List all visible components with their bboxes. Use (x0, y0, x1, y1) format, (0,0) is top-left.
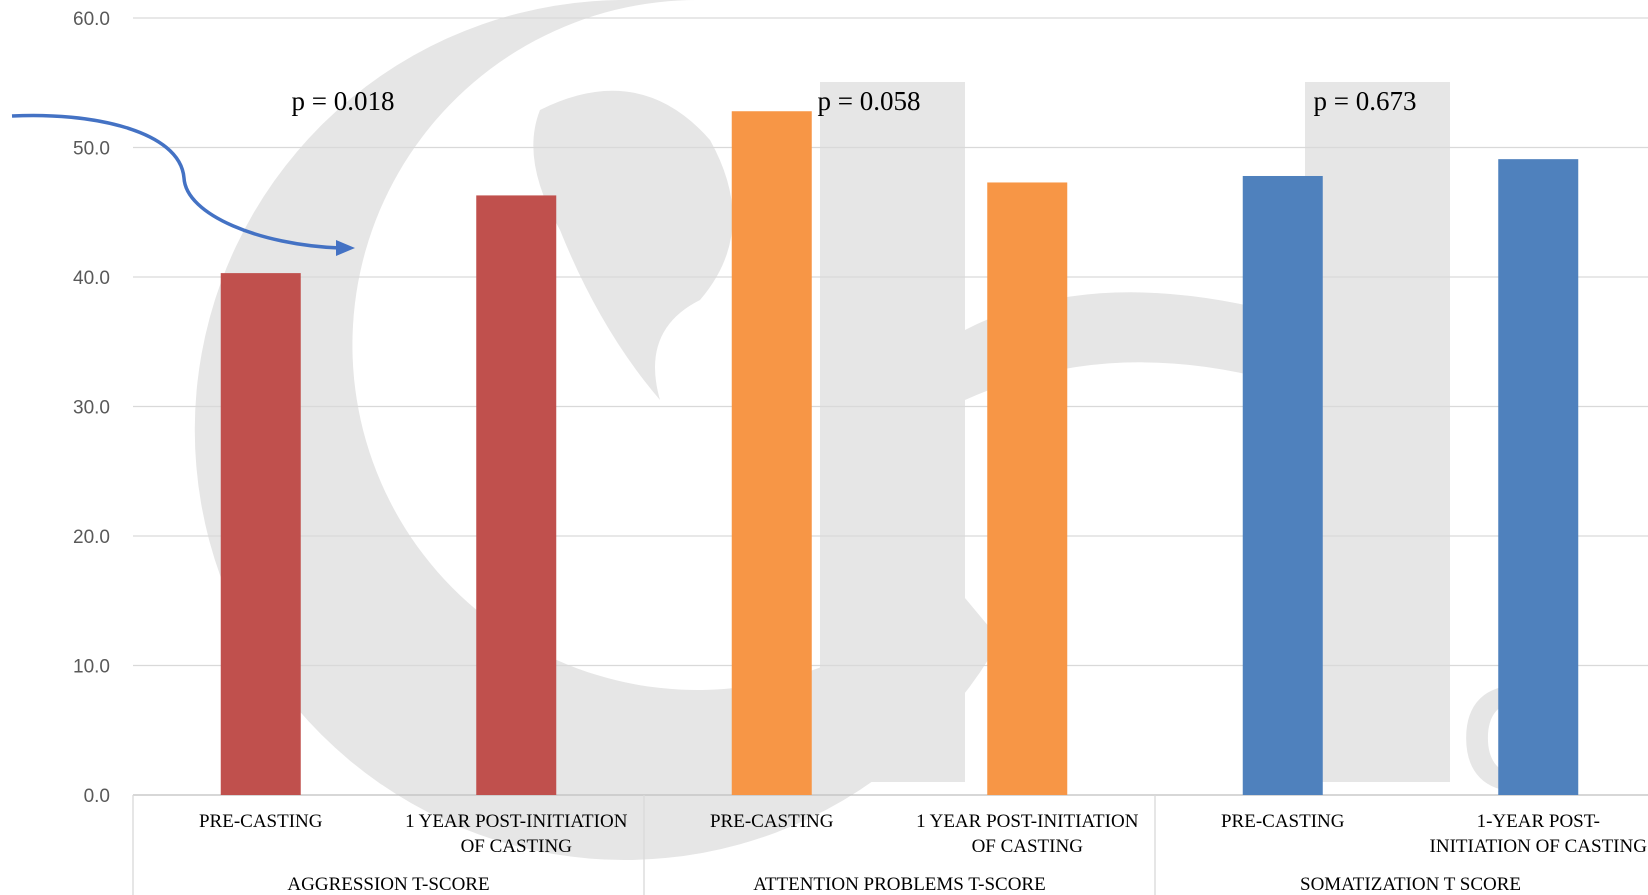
bar-1-1 (220, 273, 301, 795)
bar-labels: PRE-CASTING 1 YEAR POST-INITIATION OF CAST… (199, 811, 1647, 857)
watermark-logo: G (194, 0, 1577, 860)
category-axis-lines (132, 795, 1156, 895)
bar-category-label: 1 YEAR POST-INITIATION (405, 811, 628, 832)
group-labels: AGGRESSION T-SCORE ATTENTION PROBLEMS T-S… (287, 874, 1521, 895)
bar-3-2 (1498, 159, 1579, 795)
bar-2-2 (987, 182, 1068, 796)
y-tick-label: 50.0 (73, 139, 110, 160)
p-value-annotation: p = 0.018 (292, 86, 395, 116)
bar-category-label: INITIATION OF CASTING (1430, 836, 1648, 857)
y-tick-label: 30.0 (73, 398, 110, 419)
p-value-annotations: p = 0.018 p = 0.058 p = 0.673 (292, 86, 1417, 116)
bar-category-label: PRE-CASTING (710, 811, 834, 832)
bar-category-label: OF CASTING (972, 836, 1084, 857)
curved-arrow (11, 113, 355, 256)
bar-2-1 (731, 111, 812, 796)
bar-category-label: PRE-CASTING (199, 811, 323, 832)
gridlines (133, 17, 1648, 796)
y-tick-label: 40.0 (73, 268, 110, 289)
bar-1-2 (476, 195, 557, 796)
y-tick-label: 60.0 (73, 9, 110, 30)
p-value-annotation: p = 0.058 (818, 86, 921, 116)
y-tick-label: 10.0 (73, 657, 110, 678)
group-label: AGGRESSION T-SCORE (287, 874, 489, 895)
bars (220, 111, 1579, 796)
bar-category-label: PRE-CASTING (1221, 811, 1345, 832)
group-label: SOMATIZATION T SCORE (1300, 874, 1521, 895)
bar-category-label: OF CASTING (461, 836, 573, 857)
bar-category-label: 1 YEAR POST-INITIATION (916, 811, 1139, 832)
group-label: ATTENTION PROBLEMS T-SCORE (753, 874, 1045, 895)
p-value-annotation: p = 0.673 (1314, 86, 1417, 116)
bar-category-label: 1-YEAR POST- (1477, 811, 1600, 832)
y-axis-ticks: 0.0 10.0 20.0 30.0 40.0 50.0 60.0 (73, 9, 110, 807)
y-tick-label: 20.0 (73, 527, 110, 548)
y-tick-label: 0.0 (84, 786, 110, 807)
bar-3-1 (1242, 175, 1323, 796)
